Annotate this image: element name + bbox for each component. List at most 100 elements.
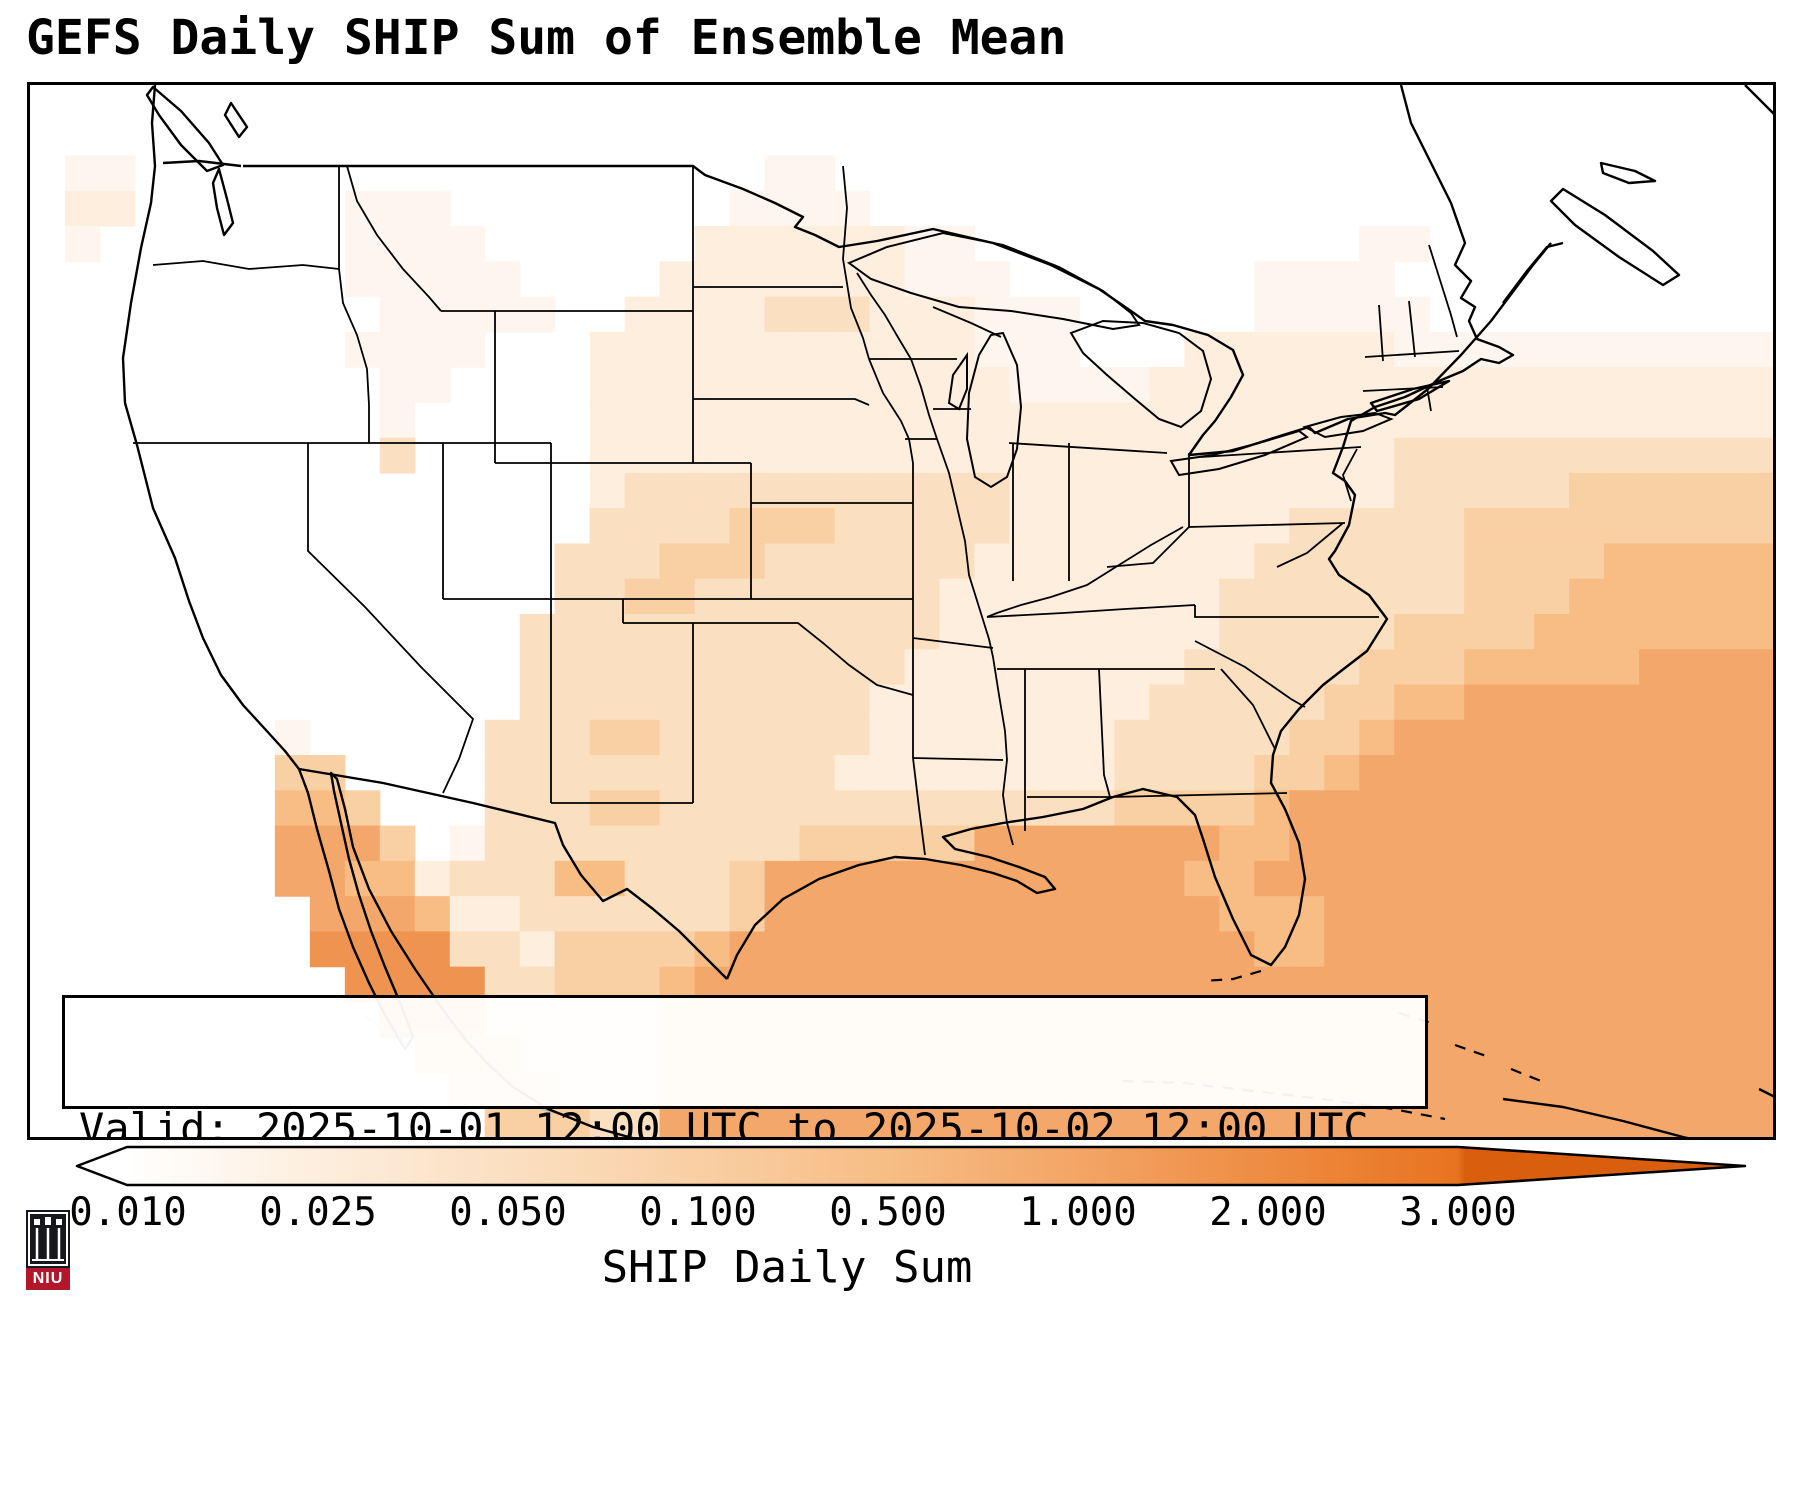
heat-cell (1079, 543, 1115, 580)
colorbar-tick-label: 2.000 (1209, 1190, 1327, 1235)
heat-cell (1499, 649, 1535, 686)
heat-cell (1184, 367, 1220, 403)
heat-cell (939, 755, 976, 791)
heat-cell (1114, 614, 1150, 650)
heat-cell (309, 931, 346, 968)
heat-cell (1604, 543, 1640, 580)
heat-cell (1569, 367, 1605, 403)
heat-cell (589, 755, 626, 791)
heat-cell (974, 543, 1011, 580)
heat-cell (274, 719, 311, 756)
heat-cell (764, 437, 801, 474)
colorbar (75, 1145, 1747, 1187)
heat-cell (1674, 437, 1710, 474)
heat-cell (1429, 896, 1465, 932)
heat-cell (449, 825, 486, 862)
heat-cell (799, 755, 836, 791)
heat-cell (904, 790, 941, 827)
heat-cell (1324, 684, 1360, 721)
heat-cell (1744, 755, 1773, 791)
heat-cell (1639, 719, 1675, 756)
heat-cell (1324, 719, 1360, 756)
heat-cell (414, 860, 451, 897)
heat-cell (1044, 896, 1080, 932)
heat-cell (1219, 790, 1255, 827)
heat-cell (1534, 649, 1570, 686)
heat-cell (939, 684, 976, 721)
heat-cell (974, 437, 1011, 474)
heat-cell (1534, 755, 1570, 791)
heat-cell (64, 190, 101, 227)
heat-cell (694, 508, 731, 545)
heat-cell (1289, 437, 1325, 474)
heat-cell (1044, 367, 1080, 403)
heat-cell (1534, 1107, 1570, 1137)
heat-cell (1009, 896, 1046, 932)
heat-cell (694, 825, 731, 862)
heat-cell (1394, 543, 1430, 580)
heat-cell (1254, 825, 1290, 862)
heat-cell (1359, 226, 1395, 262)
heat-cell (1219, 860, 1255, 897)
heat-cell (589, 402, 626, 439)
heat-cell (1744, 860, 1773, 897)
heat-cell (1604, 684, 1640, 721)
heat-cell (624, 543, 661, 580)
heat-cell (1184, 931, 1220, 968)
heat-cell (1149, 508, 1185, 545)
niu-logo-text: NIU (26, 1268, 70, 1290)
heat-cell (1429, 755, 1465, 791)
heat-cell (729, 402, 766, 439)
heat-cell (414, 261, 451, 298)
heat-cell (764, 296, 801, 333)
heat-cell (1674, 614, 1710, 650)
heat-cell (274, 860, 311, 897)
heat-cell (729, 261, 766, 298)
heat-cell (1464, 896, 1500, 932)
heat-cell (1079, 755, 1115, 791)
heat-cell (1499, 790, 1535, 827)
heat-cell (589, 719, 626, 756)
heat-cell (624, 649, 661, 686)
heat-cell (1569, 508, 1605, 545)
heat-cell (1569, 402, 1605, 439)
heat-cell (1674, 896, 1710, 932)
heat-cell (1359, 896, 1395, 932)
heat-cell (1079, 367, 1115, 403)
heat-cell (1499, 578, 1535, 615)
heat-cell (1359, 790, 1395, 827)
heat-cell (1079, 860, 1115, 897)
heat-cell (1359, 755, 1395, 791)
heat-cell (1009, 649, 1046, 686)
heat-cell (1324, 1107, 1360, 1137)
heat-cell (484, 825, 521, 862)
heat-cell (1499, 614, 1535, 650)
heat-cell (1709, 825, 1745, 862)
heat-cell (1359, 719, 1395, 756)
heat-cell (1639, 1001, 1675, 1038)
heat-cell (1569, 684, 1605, 721)
heat-cell (344, 261, 381, 298)
heat-cell (1359, 508, 1395, 545)
heat-cell (554, 931, 591, 968)
heat-cell (484, 296, 521, 333)
heat-cell (1604, 1072, 1640, 1109)
heat-cell (764, 155, 801, 192)
heat-cell (1394, 472, 1430, 509)
heat-cell (1639, 578, 1675, 615)
heat-cell (1114, 1107, 1150, 1137)
heat-cell (1324, 825, 1360, 862)
heat-cell (1359, 614, 1395, 650)
heat-cell (1254, 649, 1290, 686)
heat-cell (694, 543, 731, 580)
colorbar-tick-label: 0.025 (259, 1190, 377, 1235)
heat-cell (99, 190, 136, 227)
heat-cell (869, 860, 906, 897)
heat-cell (484, 860, 521, 897)
heat-cell (729, 437, 766, 474)
heat-cell (1534, 402, 1570, 439)
heat-cell (1394, 649, 1430, 686)
heat-cell (1394, 931, 1430, 968)
heat-cell (939, 825, 976, 862)
heat-cell (1149, 649, 1185, 686)
